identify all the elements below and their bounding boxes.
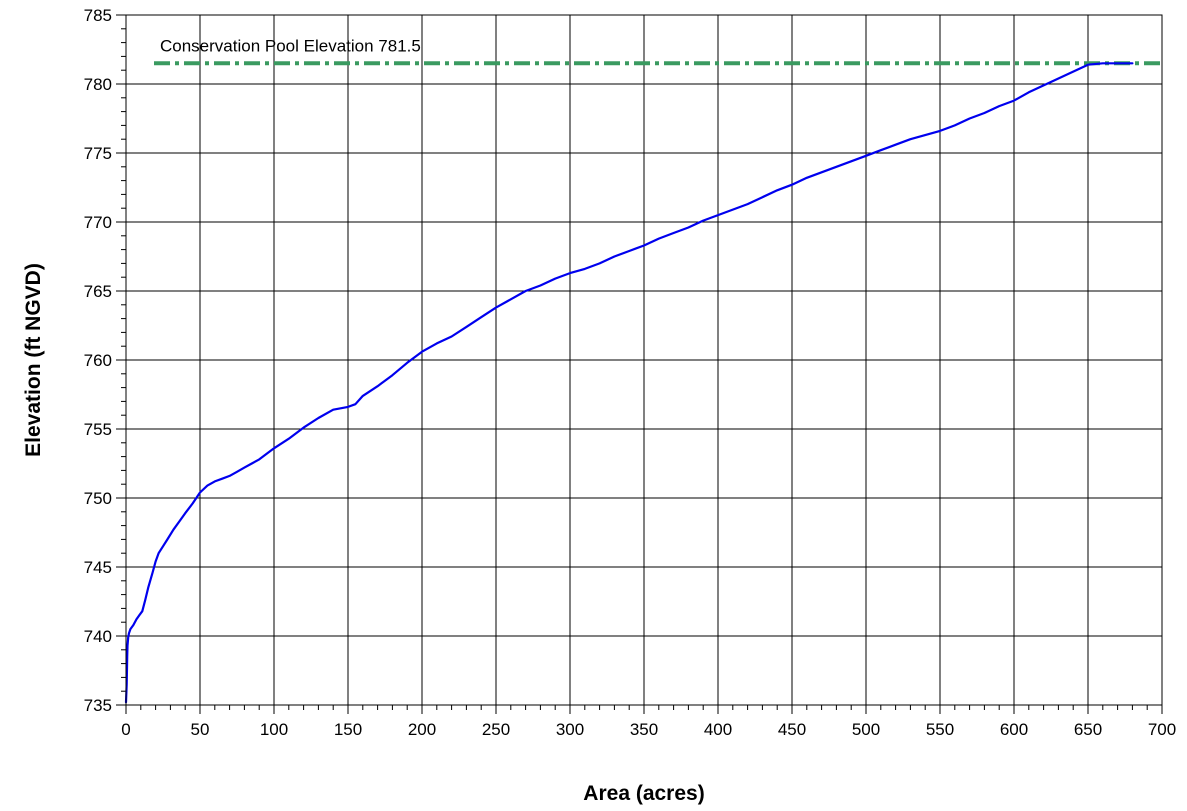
x-tick-label: 400 xyxy=(704,720,732,739)
x-tick-label: 300 xyxy=(556,720,584,739)
reference-line-label: Conservation Pool Elevation 781.5 xyxy=(160,36,421,55)
y-tick-label: 785 xyxy=(84,6,112,25)
x-tick-label: 600 xyxy=(1000,720,1028,739)
minor-ticks xyxy=(121,28,1148,710)
plot-frame xyxy=(125,14,1163,706)
x-tick-label: 200 xyxy=(408,720,436,739)
x-axis-title: Area (acres) xyxy=(583,782,704,805)
x-tick-label: 250 xyxy=(482,720,510,739)
y-tick-label: 760 xyxy=(84,351,112,370)
y-tick-label: 745 xyxy=(84,558,112,577)
series-group xyxy=(124,62,1134,704)
y-tick-label: 750 xyxy=(84,489,112,508)
x-tick-label: 650 xyxy=(1074,720,1102,739)
y-tick-label: 735 xyxy=(84,696,112,715)
y-tick-label: 740 xyxy=(84,627,112,646)
y-tick-label: 765 xyxy=(84,282,112,301)
x-tick-label: 150 xyxy=(334,720,362,739)
x-tick-label: 50 xyxy=(191,720,210,739)
y-tick-label: 770 xyxy=(84,213,112,232)
x-tick-label: 350 xyxy=(630,720,658,739)
x-tick-labels: 0 50 100 150 200 250 300 350 400 450 500 550 600 650 7… xyxy=(121,720,1176,739)
y-tick-label: 780 xyxy=(84,75,112,94)
elevation-area-curve xyxy=(124,62,1134,704)
x-tick-label: 500 xyxy=(852,720,880,739)
y-tick-label: 775 xyxy=(84,144,112,163)
y-tick-labels: 735 740 745 750 755 760 765 770 775 780 785 xyxy=(84,6,112,715)
x-tick-label: 700 xyxy=(1148,720,1176,739)
y-tick-label: 755 xyxy=(84,420,112,439)
x-tick-label: 0 xyxy=(121,720,130,739)
x-tick-label: 450 xyxy=(778,720,806,739)
x-tick-label: 550 xyxy=(926,720,954,739)
x-tick-label: 100 xyxy=(260,720,288,739)
y-axis-title: Elevation (ft NGVD) xyxy=(22,263,45,457)
gridlines xyxy=(116,14,1163,714)
